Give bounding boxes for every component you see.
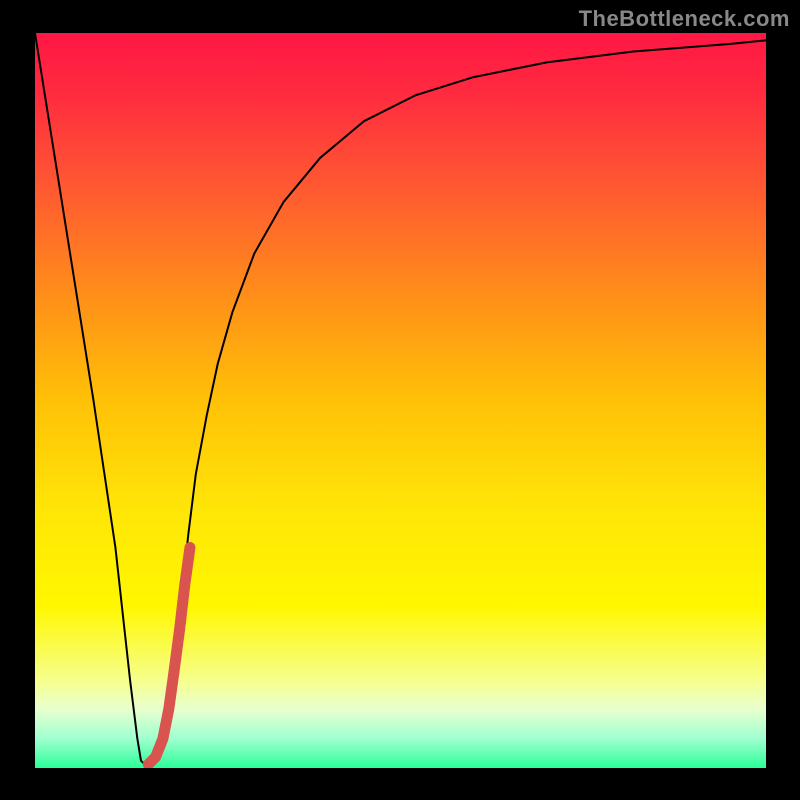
chart-svg: [35, 33, 766, 768]
gradient-background: [35, 33, 766, 768]
chart-container: TheBottleneck.com: [0, 0, 800, 800]
watermark-text: TheBottleneck.com: [579, 6, 790, 32]
